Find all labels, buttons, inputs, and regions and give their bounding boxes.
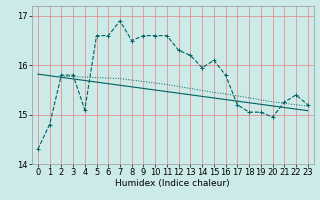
X-axis label: Humidex (Indice chaleur): Humidex (Indice chaleur)	[116, 179, 230, 188]
